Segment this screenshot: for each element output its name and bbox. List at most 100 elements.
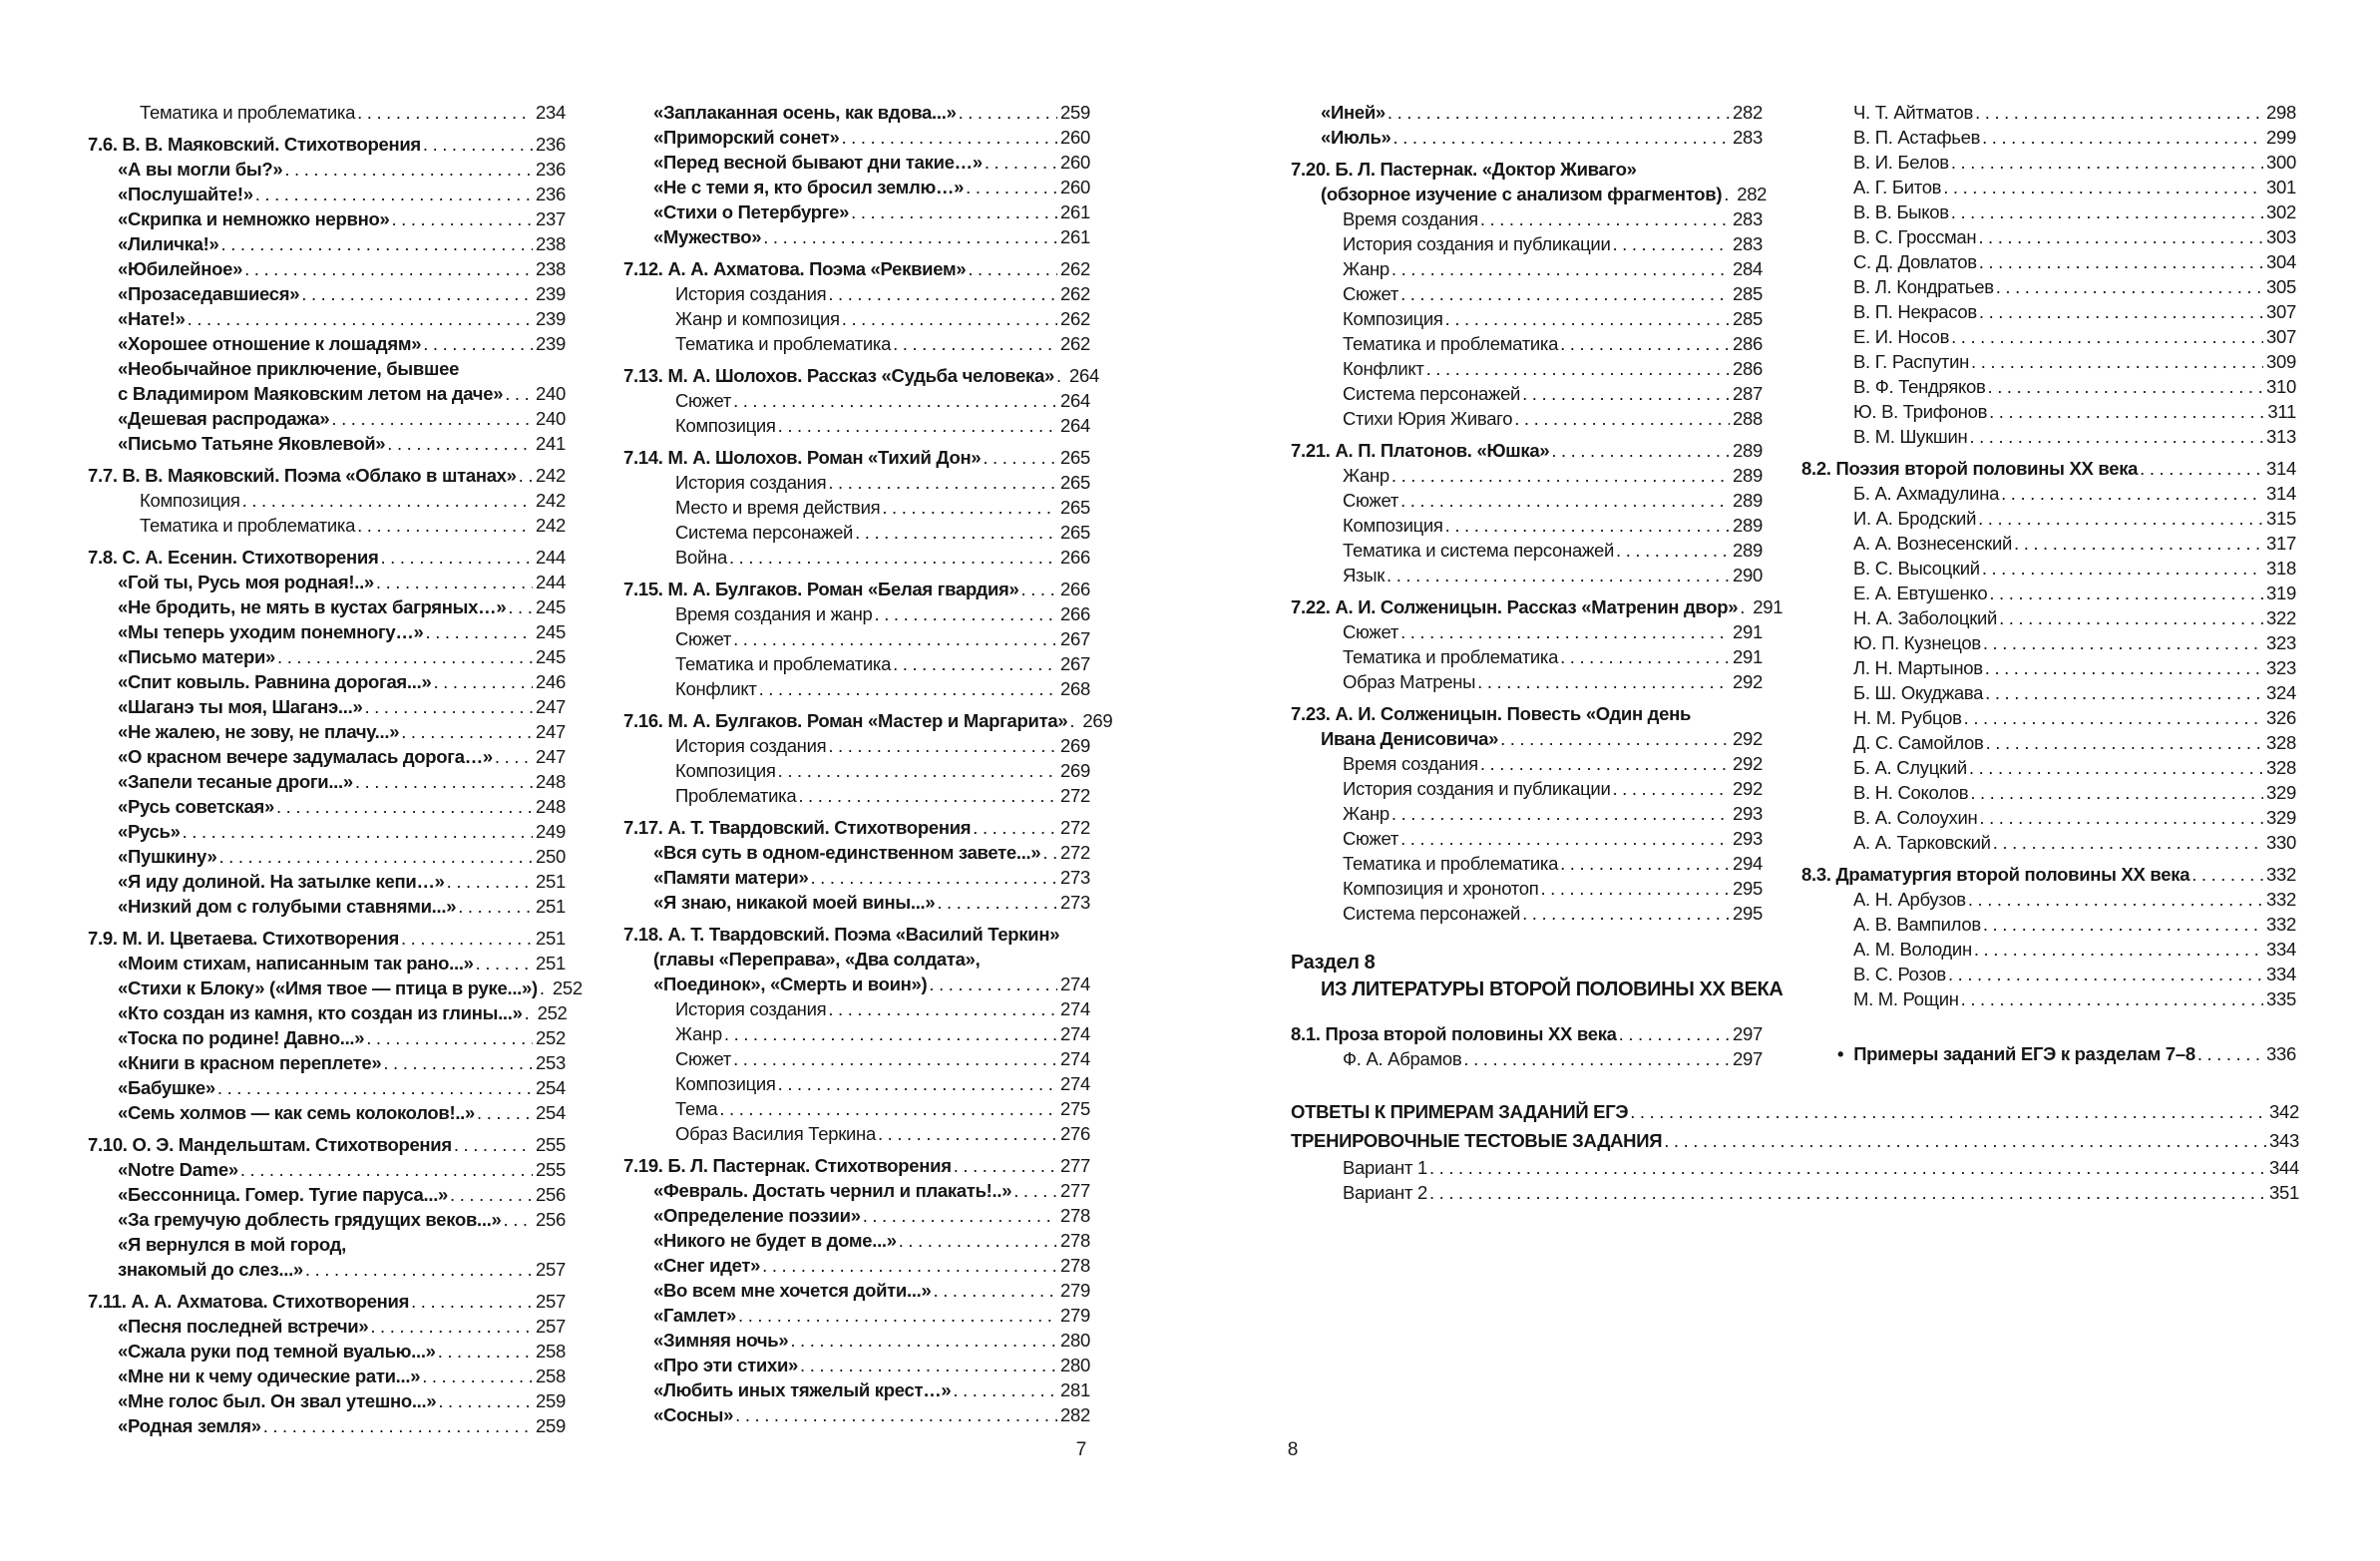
dot-leader [1972,937,2263,962]
dot-leader [796,783,1057,808]
toc-entry-line: Композиция и хронотоп 295 [1291,876,1763,901]
toc-entry-label: Время создания [1343,753,1478,774]
toc-entry-label: Система персонажей [1343,903,1521,924]
toc-entry-line: «Заплаканная осень, как вдова...» 259 [623,100,1090,125]
toc-entry-line: «Июль» 283 [1291,125,1763,150]
toc-entry-page: 252 [537,1002,568,1023]
dot-leader [757,676,1057,701]
toc-entry-line: «Гой ты, Русь моя родная!..» 244 [88,570,566,594]
toc-entry-section: 7.17. А. Т. Твардовский. Стихотворения 27… [623,815,1090,840]
dot-leader [761,224,1057,249]
dot-leader [826,733,1057,758]
toc-entry-page: 273 [1060,892,1090,913]
toc-entry-page: 291 [1753,596,1784,617]
toc-entry-title: «Письмо Татьяне Яковлевой» 241 [88,431,566,456]
toc-entry-label: «Я знаю, никакой моей вины...» [653,892,936,913]
toc-entry-label: «Сжала руки под темной вуалью...» [118,1341,436,1362]
toc-entry-page: 269 [1060,760,1090,781]
dot-leader [1968,780,2263,805]
toc-entry-sub: Композиция 242 [88,488,566,513]
dot-leader [436,1388,533,1413]
dot-leader [1991,830,2263,855]
toc-entry-sub: История создания 265 [623,470,1090,495]
toc-entry-sub: Д. С. Самойлов 328 [1801,730,2296,755]
toc-entry-sub: В. Ф. Тендряков 310 [1801,374,2296,399]
dot-leader [1976,506,2263,531]
toc-entry-sub: Сюжет 274 [623,1046,1090,1071]
dot-leader [1389,463,1730,488]
toc-entry-page: 265 [1060,522,1090,543]
toc-entry-line: 8.3. Драматургия второй половины XX века… [1801,862,2296,887]
dot-leader [1398,488,1730,513]
toc-entry-label: 7.15. М. А. Булгаков. Роман «Белая гвард… [623,579,1019,599]
toc-entry-label: Война [675,547,727,568]
dot-leader [873,601,1057,626]
toc-entry-page: 323 [2266,632,2296,653]
toc-entry-page: 267 [1060,628,1090,649]
toc-entry-title: «Мне ни к чему одические рати...» 258 [88,1364,566,1388]
toc-entry-label: В. Н. Соколов [1853,782,1969,803]
dot-leader [1558,851,1730,876]
toc-entry-section: 7.9. М. И. Цветаева. Стихотворения 251 [88,926,566,951]
toc-entry-section: 7.15. М. А. Булгаков. Роман «Белая гвард… [623,577,1090,601]
toc-entry-line: История создания 262 [623,281,1090,306]
toc-entry-label: «Кто создан из камня, кто создан из глин… [118,1002,523,1023]
dot-leader [876,1121,1057,1146]
toc-entry-section: 8.3. Драматургия второй половины XX века… [1801,862,2296,887]
toc-entry-line: «Определение поэзии» 278 [623,1203,1090,1228]
toc-entry-line: 8.1. Проза второй половины XX века 297 [1291,1021,1763,1046]
toc-entry-page: 242 [536,515,566,536]
dot-leader [776,413,1057,438]
toc-entry-line: 7.7. В. В. Маяковский. Поэма «Облако в ш… [88,463,566,488]
toc-entry-title: «Никого не будет в доме...» 278 [623,1228,1090,1253]
toc-entry-label: «Родная земля» [118,1415,261,1436]
toc-entry-label: А. В. Вампилов [1853,914,1981,935]
toc-entry-sub: Сюжет 264 [623,388,1090,413]
toc-entry-label: Композиция [1343,515,1443,536]
toc-entry-title: «Прозаседавшиеся» 239 [88,281,566,306]
dot-leader [731,626,1057,651]
toc-entry-page: 283 [1733,233,1763,254]
toc-entry-label: «Шаганэ ты моя, Шаганэ...» [118,696,363,717]
dot-leader [1981,912,2263,937]
toc-entry-sub: Сюжет 267 [623,626,1090,651]
dot-leader [1949,324,2263,349]
toc-entry-line: «Стихи о Петербурге» 261 [623,199,1090,224]
toc-entry-line: «Скрипка и немножко нервно» 237 [88,206,566,231]
toc-entry-label: Тематика и проблематика [1343,333,1559,354]
toc-entry-line: (обзорное изучение с анализом фрагментов… [1291,182,1767,206]
toc-entry-line: В. Г. Распутин 309 [1801,349,2296,374]
toc-entry-line: «О красном вечере задумалась дорога…» 247 [88,744,566,769]
toc-entry-section: 8.2. Поэзия второй половины XX века 314 [1801,456,2296,481]
toc-entry-sub: В. Л. Кондратьев 305 [1801,274,2296,299]
dot-leader [1628,1097,2266,1126]
toc-entry-sub: Тематика и проблематика 262 [623,331,1090,356]
toc-entry-line: Тематика и проблематика 291 [1291,644,1763,669]
toc-entry-line: М. М. Рощин 335 [1801,986,2296,1011]
toc-entry-label: 8.2. Поэзия второй половины XX века [1801,458,2139,479]
dot-leader [788,1328,1057,1353]
toc-entry-line: Жанр 274 [623,1021,1090,1046]
toc-entry-page: 278 [1060,1205,1090,1226]
dot-leader [329,406,533,431]
toc-entry-label: История создания [675,998,827,1019]
toc-entry-page: 286 [1733,333,1763,354]
toc-entry-line: «Спит ковыль. Равнина дорогая...» 246 [88,669,566,694]
toc-entry-page: 239 [536,308,566,329]
toc-entry-line: Время создания 292 [1291,751,1763,776]
dot-leader [1427,1155,2266,1180]
dot-leader [1987,581,2263,605]
dot-leader [1054,363,1066,388]
dot-leader [240,488,533,513]
toc-entry-sub: В. А. Солоухин 329 [1801,805,2296,830]
toc-entry-page: 344 [2269,1157,2299,1178]
toc-entry-sub: А. Н. Арбузов 332 [1801,887,2296,912]
dot-leader [421,331,533,356]
toc-entry-sub: А. М. Володин 334 [1801,937,2296,962]
toc-entry-page: 269 [1060,735,1090,756]
toc-entry-sub: Композиция 264 [623,413,1090,438]
toc-entry-label: «Поединок», «Смерть и воин») [653,974,928,994]
toc-entry-sub: В. С. Розов 334 [1801,962,2296,986]
toc-entry-sub: Время создания 283 [1291,206,1763,231]
toc-entry-label: А. Г. Битов [1853,177,1942,197]
